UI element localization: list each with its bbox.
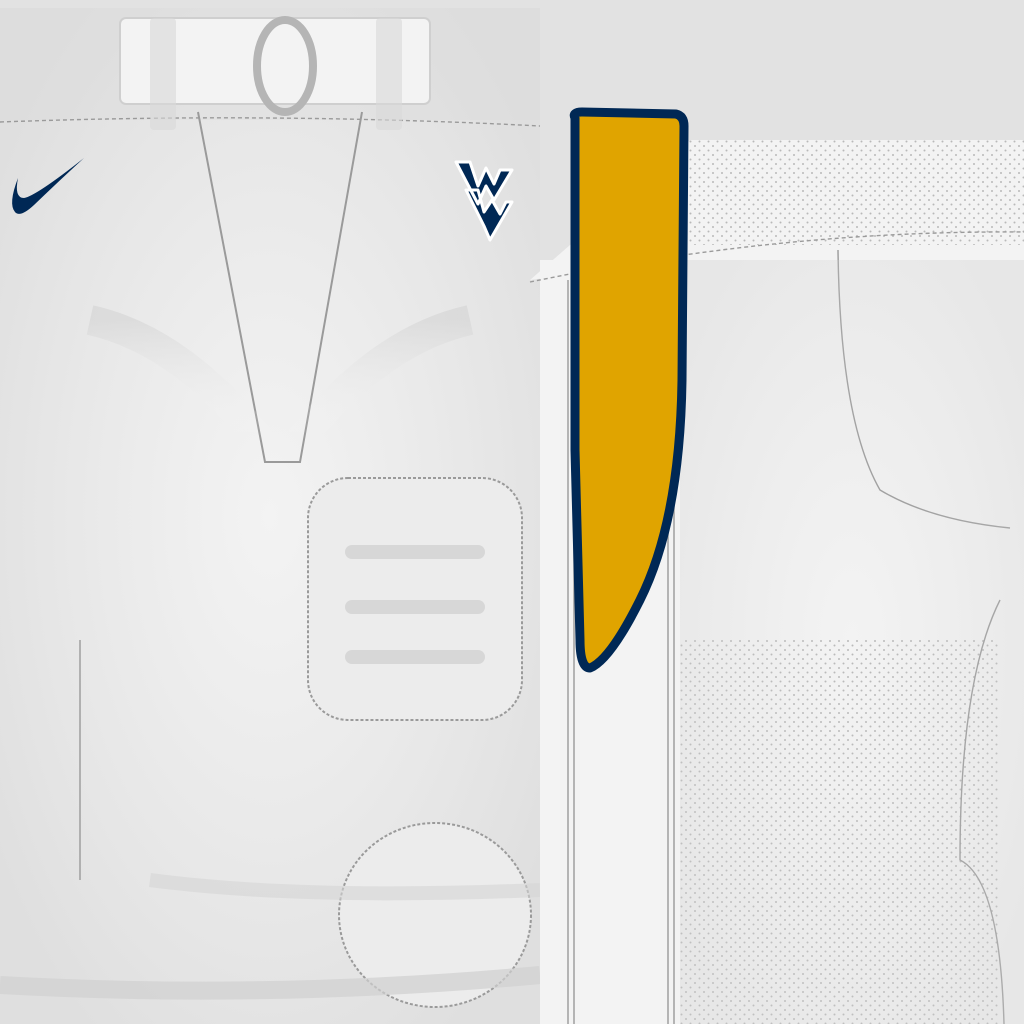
back-mesh-upper [680,140,1024,245]
hem-fold [0,966,541,1000]
knee-pad-pocket [338,822,532,1008]
back-waist-seam [529,231,1024,283]
waistband-seam [0,117,541,127]
flying-wv-logo-icon [454,160,514,242]
swoosh-logo-icon [12,158,85,214]
belt-loop-left [150,18,176,130]
fold-right [288,305,474,450]
front-panel [0,8,541,1024]
thigh-pad-rib-1 [345,545,485,559]
back-shading [680,260,1024,1024]
thigh-pad-rib-3 [345,650,485,664]
fly-seam [197,111,363,463]
thigh-pad-pocket [307,477,523,721]
thigh-pad-rib-2 [345,600,485,614]
belt-strap [119,17,431,105]
belt-d-ring [253,16,317,116]
belt-loop-right [376,18,402,130]
knee-fold [149,873,541,901]
back-panel [529,140,1024,1024]
fold-left [86,305,272,450]
gold-stripe-panel [569,107,689,673]
